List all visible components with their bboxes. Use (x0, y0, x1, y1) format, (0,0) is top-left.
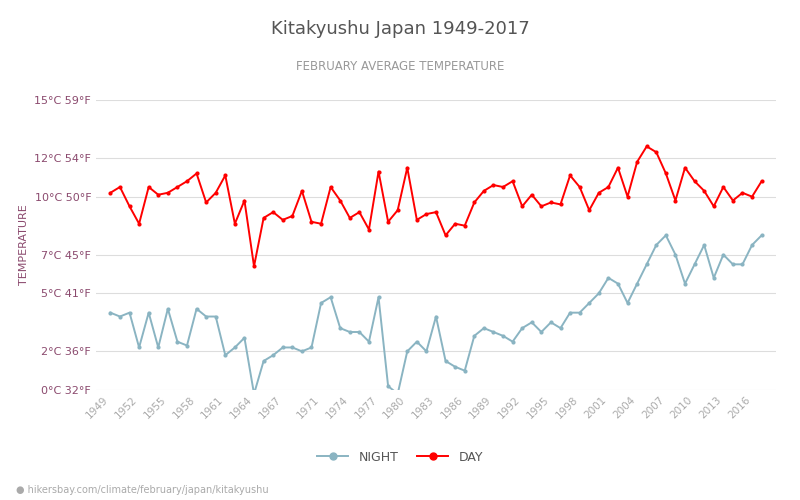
Text: Kitakyushu Japan 1949-2017: Kitakyushu Japan 1949-2017 (270, 20, 530, 38)
Text: ● hikersbay.com/climate/february/japan/kitakyushu: ● hikersbay.com/climate/february/japan/k… (16, 485, 269, 495)
Y-axis label: TEMPERATURE: TEMPERATURE (18, 204, 29, 286)
Text: FEBRUARY AVERAGE TEMPERATURE: FEBRUARY AVERAGE TEMPERATURE (296, 60, 504, 73)
Legend: NIGHT, DAY: NIGHT, DAY (312, 446, 488, 469)
